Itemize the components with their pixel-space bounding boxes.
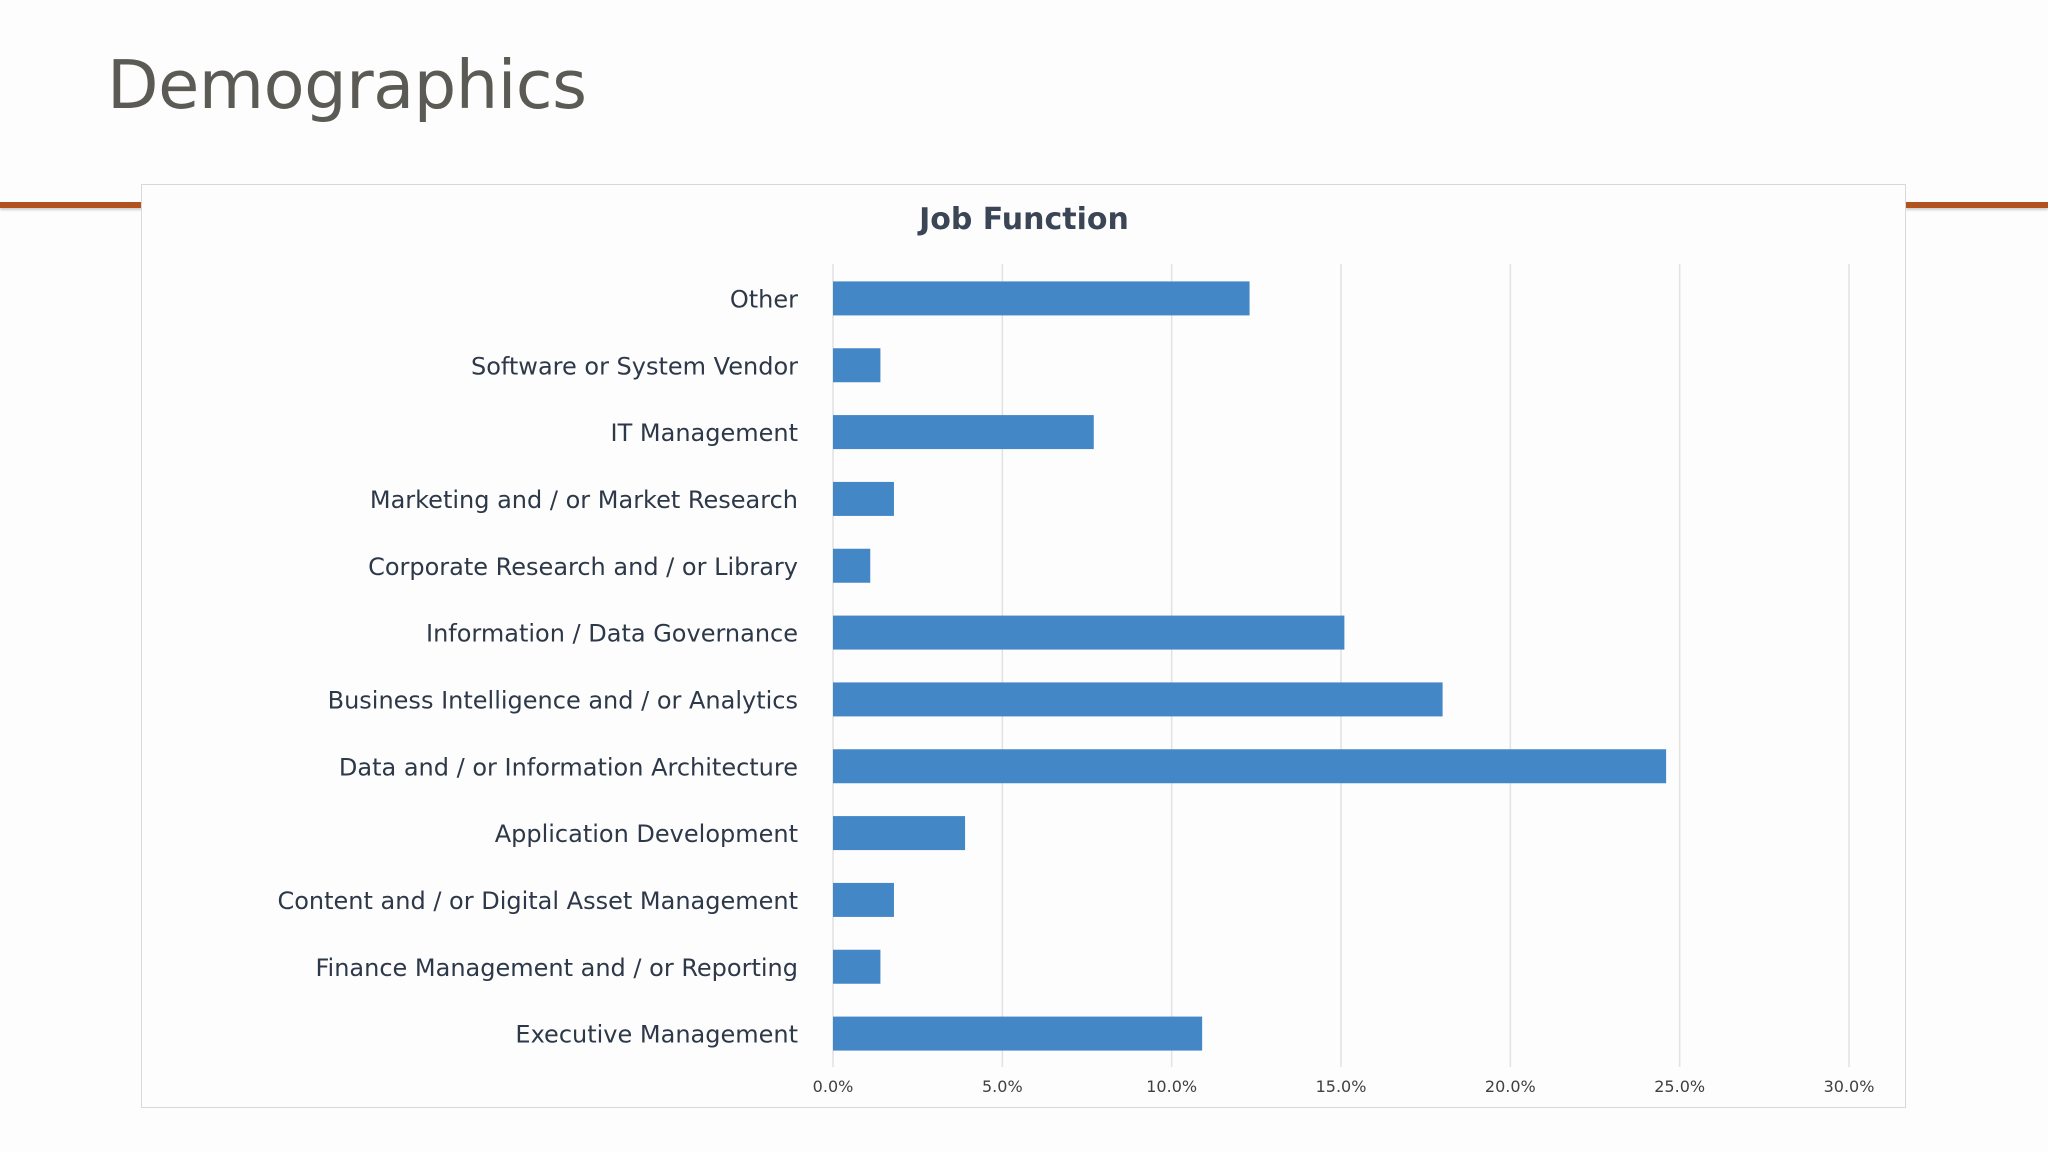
accent-rule-left	[0, 202, 142, 208]
category-label: Business Intelligence and / or Analytics	[328, 686, 798, 714]
category-label: Finance Management and / or Reporting	[315, 954, 798, 982]
category-label: Corporate Research and / or Library	[368, 553, 798, 581]
bar	[833, 882, 894, 917]
bar	[833, 481, 894, 516]
category-label: Information / Data Governance	[426, 620, 798, 648]
category-label: Other	[730, 285, 798, 313]
bar	[833, 816, 966, 851]
category-labels: Other Software or System Vendor IT Managem…	[277, 285, 798, 1048]
bar	[833, 749, 1667, 784]
bar	[833, 682, 1443, 717]
bars	[833, 281, 1667, 1051]
bar-chart: Job Function Other Software or System Ven…	[277, 202, 1875, 1096]
x-tick-label: 5.0%	[982, 1077, 1023, 1096]
slide-title: Demographics	[107, 46, 587, 124]
category-label: Marketing and / or Market Research	[370, 486, 798, 514]
x-tick-label: 0.0%	[813, 1077, 854, 1096]
bar	[833, 548, 871, 583]
bar	[833, 281, 1250, 316]
category-label: Executive Management	[515, 1021, 798, 1049]
category-label: IT Management	[611, 419, 798, 447]
category-label: Application Development	[495, 820, 798, 848]
bar	[833, 615, 1345, 650]
category-label: Software or System Vendor	[471, 352, 798, 380]
chart-frame: Job Function Other Software or System Ven…	[141, 184, 1906, 1108]
x-tick-label: 15.0%	[1316, 1077, 1367, 1096]
bar	[833, 348, 881, 383]
x-axis-ticks: 0.0% 5.0% 10.0% 15.0% 20.0% 25.0% 30.0%	[813, 1077, 1875, 1096]
category-label: Data and / or Information Architecture	[339, 753, 798, 781]
x-tick-label: 10.0%	[1146, 1077, 1197, 1096]
category-label: Content and / or Digital Asset Managemen…	[277, 887, 798, 915]
bar	[833, 415, 1094, 450]
bar	[833, 949, 881, 984]
x-tick-label: 25.0%	[1654, 1077, 1705, 1096]
gridlines	[832, 264, 1850, 1067]
x-tick-label: 30.0%	[1824, 1077, 1875, 1096]
accent-rule-right	[1906, 202, 2048, 208]
x-tick-label: 20.0%	[1485, 1077, 1536, 1096]
chart-title: Job Function	[917, 202, 1129, 237]
bar	[833, 1016, 1203, 1051]
